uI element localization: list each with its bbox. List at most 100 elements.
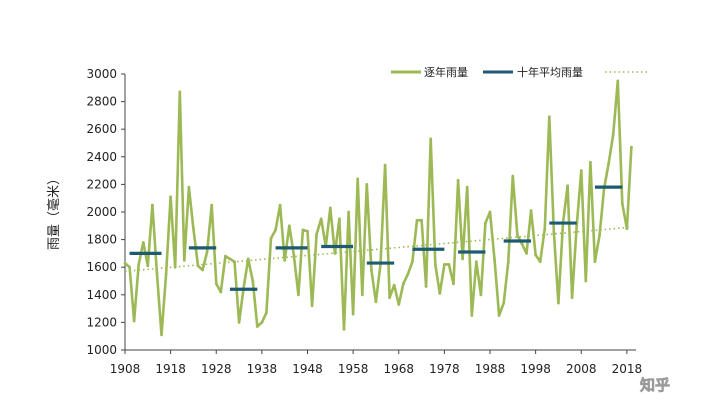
annual-rainfall-point <box>406 272 410 276</box>
annual-rainfall-point <box>297 293 300 297</box>
annual-rainfall-point <box>443 263 446 266</box>
axes <box>121 73 636 354</box>
annual-rainfall-point <box>151 203 154 207</box>
annual-rainfall-point <box>607 162 610 166</box>
annual-rainfall-point <box>570 296 574 299</box>
y-tick-label: 1400 <box>86 288 117 302</box>
annual-rainfall-point <box>164 272 168 276</box>
annual-rainfall-point <box>598 234 601 237</box>
annual-rainfall-point <box>557 301 560 305</box>
annual-rainfall-point <box>160 333 163 337</box>
annual-rainfall-point <box>278 203 282 207</box>
annual-rainfall-point <box>516 234 519 237</box>
annual-rainfall-point <box>552 231 556 235</box>
annual-rainfall-point <box>474 260 478 264</box>
annual-rainfall-point <box>132 319 136 323</box>
annual-rainfall-point <box>347 210 350 214</box>
annual-rainfall-point <box>392 283 396 287</box>
annual-rainfall-point <box>511 174 515 178</box>
annual-rainfall-point <box>566 184 569 188</box>
annual-rainfall-point <box>529 209 533 213</box>
annual-rainfall-point <box>388 296 391 299</box>
x-tick-label: 1978 <box>429 362 460 376</box>
x-tick-label: 1908 <box>110 362 141 376</box>
x-tick-label: 2008 <box>566 362 597 376</box>
annual-rainfall-point <box>575 224 579 228</box>
y-tick-label: 2000 <box>86 205 117 219</box>
annual-rainfall-point <box>420 218 423 222</box>
annual-rainfall-point <box>424 285 428 288</box>
legend-label-annual: 逐年雨量 <box>424 65 468 79</box>
annual-rainfall-point <box>224 254 227 258</box>
annual-rainfall-point <box>310 304 314 308</box>
annual-rainfall-point <box>461 257 464 261</box>
annual-rainfall-point <box>205 250 209 254</box>
annual-rainfall-point <box>360 293 364 297</box>
annual-rainfall-point <box>479 293 483 297</box>
annual-rainfall-point <box>520 242 524 246</box>
annual-rainfall-point <box>452 282 455 286</box>
annual-rainfall-point <box>589 160 592 164</box>
annual-rainfall-point <box>274 228 277 232</box>
annual-rainfall-point <box>155 271 159 275</box>
annual-rainfall-point <box>137 263 141 266</box>
y-tick-label: 2600 <box>86 122 117 136</box>
annual-rainfall-point <box>287 224 291 228</box>
y-tick-label: 1600 <box>86 260 117 274</box>
annual-rainfall-point <box>196 264 200 268</box>
x-tick-label: 1918 <box>155 362 186 376</box>
annual-rainfall-point <box>584 279 588 283</box>
annual-rainfall-point <box>370 268 373 272</box>
annual-rainfall-point <box>237 321 241 324</box>
y-axis-title: 雨量（毫米） <box>46 172 62 250</box>
x-tick-label: 1948 <box>292 362 323 376</box>
y-tick-label: 1000 <box>86 343 117 357</box>
annual-rainfall-point <box>438 292 442 295</box>
annual-rainfall-point <box>228 257 232 261</box>
annual-rainfall-point <box>579 169 583 173</box>
y-tick-label: 3000 <box>86 67 117 81</box>
x-tick-label: 1968 <box>383 362 414 376</box>
y-tick-label: 1200 <box>86 315 117 329</box>
legend: 逐年雨量 十年平均雨量 <box>391 65 648 79</box>
annual-rainfall-point <box>201 268 205 272</box>
annual-rainfall-point <box>210 203 214 207</box>
x-tick-label: 2018 <box>612 362 643 376</box>
annual-rainfall-point <box>187 185 191 189</box>
annual-rainfall-point <box>319 217 323 221</box>
annual-rainfall-point <box>173 265 177 269</box>
x-tick-label: 1988 <box>475 362 506 376</box>
annual-rainfall-point <box>630 145 633 149</box>
annual-rainfall-point <box>292 253 296 257</box>
annual-rainfall-point <box>269 236 273 240</box>
annual-rainfall-point <box>447 263 451 266</box>
annual-rainfall-point <box>128 265 132 269</box>
x-tick-label: 1938 <box>247 362 278 376</box>
annual-rainfall-point <box>456 178 460 182</box>
y-tick-label: 2800 <box>86 95 117 109</box>
y-tick-label: 1800 <box>86 233 117 247</box>
annual-rainfall-point <box>265 311 268 315</box>
annual-rainfall-point <box>123 261 127 265</box>
annual-rainfall-point <box>351 312 355 316</box>
trend-line <box>124 226 632 273</box>
annual-rainfall-point <box>283 258 287 262</box>
annual-rainfall-point <box>625 227 629 231</box>
annual-rainfall-point <box>543 227 547 231</box>
annual-rainfall-point <box>260 321 264 324</box>
annual-rainfall-point <box>397 303 401 306</box>
annual-rainfall-point <box>251 279 255 283</box>
annual-rainfall-point <box>415 218 419 222</box>
annual-rainfall-point <box>433 263 437 266</box>
annual-rainfall-point <box>611 133 615 137</box>
annual-rainfall-point <box>365 183 369 186</box>
annual-rainfall-point <box>315 232 318 236</box>
annual-rainfall-line <box>124 79 633 337</box>
annual-rainfall-point <box>502 301 506 305</box>
annual-rainfall-point <box>328 206 332 210</box>
annual-rainfall-point <box>534 253 537 257</box>
annual-rainfall-point <box>356 177 360 181</box>
y-tick-label: 2200 <box>86 177 117 191</box>
annual-rainfall-point <box>488 210 492 214</box>
annual-rainfall-point <box>374 300 378 304</box>
